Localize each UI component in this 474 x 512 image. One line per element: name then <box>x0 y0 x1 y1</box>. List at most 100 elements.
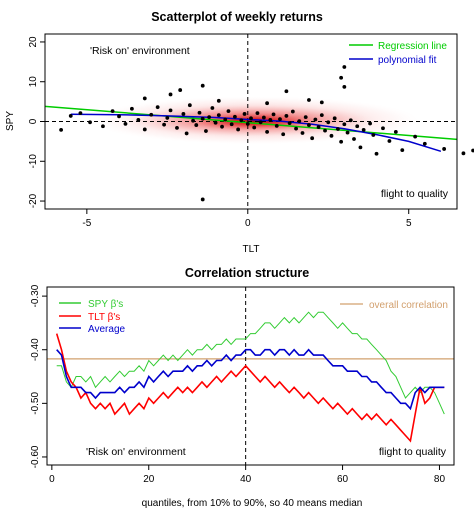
legend-label-average: Average <box>88 324 126 335</box>
scatter-point <box>181 112 186 116</box>
correlation-x-tick-label: 20 <box>143 474 155 485</box>
scatter-point <box>200 116 205 121</box>
correlation-legend-left: SPY β's TLT β's Average <box>59 299 126 335</box>
scatter-point <box>194 123 199 127</box>
scatter-point <box>278 117 282 122</box>
scatter-point <box>101 124 105 129</box>
scatter-point <box>207 115 212 120</box>
scatter-point <box>352 137 356 141</box>
scatter-point <box>471 148 474 153</box>
scatter-point <box>371 133 376 137</box>
scatter-x-tick-label: 0 <box>245 218 251 229</box>
scatter-point <box>310 136 315 141</box>
scatter-point <box>442 147 447 151</box>
legend-label-regression: Regression line <box>378 41 447 52</box>
scatter-point <box>355 124 360 129</box>
scatter-point <box>136 118 141 122</box>
scatter-point <box>216 113 221 118</box>
scatter-point <box>197 110 202 115</box>
scatter-points <box>59 65 474 202</box>
scatter-point <box>165 116 170 120</box>
scatter-point <box>319 113 324 118</box>
legend-label-overall: overall correlation <box>369 300 448 311</box>
scatter-point <box>142 96 147 101</box>
scatter-point <box>316 125 321 129</box>
scatter-point <box>342 84 347 89</box>
scatter-panel: Scatterplot of weekly returns -5 0 5 -20 -10… <box>5 10 474 255</box>
correlation-legend-right: overall correlation <box>340 300 448 311</box>
scatter-point <box>245 121 250 126</box>
correlation-axes: 0 20 40 60 80 -0.30 -0.40 -0.50 -0.60 <box>30 284 445 485</box>
scatter-point <box>329 133 334 138</box>
scatter-point <box>252 125 257 130</box>
scatter-legend: Regression line polynomial fit <box>349 41 447 66</box>
scatter-point <box>168 108 173 113</box>
spy-beta-line <box>56 311 445 415</box>
correlation-series <box>55 311 445 443</box>
scatter-point <box>358 145 363 150</box>
scatter-point <box>200 197 205 202</box>
scatter-point <box>326 120 331 125</box>
correlation-guides <box>47 287 454 465</box>
scatter-point <box>213 120 218 125</box>
correlation-x-tick-label: 0 <box>49 474 55 485</box>
scatter-axes: -5 0 5 -20 -10 0 10 20 <box>28 36 412 229</box>
scatter-point <box>339 139 344 144</box>
correlation-plot-frame <box>46 286 455 466</box>
scatter-x-tick-label: -5 <box>82 218 91 229</box>
scatter-point <box>233 114 237 119</box>
correlation-xlabel: quantiles, from 10% to 90%, so 40 means … <box>142 498 363 509</box>
scatter-point <box>226 109 231 114</box>
scatter-point <box>319 100 324 105</box>
scatter-point <box>290 109 295 114</box>
scatter-point <box>274 123 279 128</box>
scatter-ylabel: SPY <box>5 111 16 131</box>
correlation-x-tick-label: 60 <box>337 474 349 485</box>
scatter-point <box>268 118 273 122</box>
scatter-point <box>342 65 347 69</box>
scatter-point <box>142 127 147 132</box>
scatter-point <box>336 127 340 131</box>
scatter-point <box>123 121 128 126</box>
average-line <box>56 348 445 411</box>
scatter-point <box>271 112 276 117</box>
scatter-point <box>78 111 83 116</box>
correlation-x-tick-label: 80 <box>434 474 446 485</box>
scatter-point <box>255 111 260 116</box>
scatter-x-tick-label: 5 <box>406 218 412 229</box>
scatter-point <box>265 101 269 106</box>
correlation-annotation-risk-on: 'Risk on' environment <box>86 446 186 458</box>
scatter-point <box>229 122 234 127</box>
scatter-point <box>88 120 92 125</box>
tlt-beta-line <box>55 333 445 443</box>
scatter-point <box>393 129 398 134</box>
correlation-y-tick-label: -0.40 <box>30 338 41 361</box>
scatter-point <box>59 127 63 132</box>
scatter-annotation-flight-to-quality: flight to quality <box>381 188 449 200</box>
scatter-point <box>297 119 302 124</box>
scatter-y-tick-label: 20 <box>28 36 39 48</box>
scatter-annotation-risk-on: 'Risk on' environment <box>90 45 190 57</box>
legend-label-tlt: TLT β's <box>88 312 120 323</box>
scatter-point <box>242 112 247 116</box>
scatter-point <box>400 148 405 153</box>
scatter-point <box>332 116 337 121</box>
scatter-point <box>187 103 192 108</box>
scatter-point <box>175 125 179 130</box>
scatter-point <box>374 151 379 156</box>
scatter-y-tick-label: 0 <box>28 118 39 124</box>
scatter-point <box>303 115 308 120</box>
legend-label-spy: SPY β's <box>88 299 123 310</box>
scatter-y-tick-label: 10 <box>28 76 39 88</box>
scatter-point <box>223 117 228 122</box>
scatter-point <box>258 120 263 125</box>
scatter-point <box>178 88 183 92</box>
correlation-y-tick-label: -0.60 <box>30 445 41 468</box>
scatter-point <box>294 126 298 131</box>
scatter-point <box>200 83 205 88</box>
scatter-point <box>361 127 366 132</box>
scatter-point <box>345 130 350 135</box>
scatter-point <box>307 98 311 102</box>
scatter-y-tick-label: -20 <box>28 193 39 208</box>
scatter-point <box>149 112 154 117</box>
